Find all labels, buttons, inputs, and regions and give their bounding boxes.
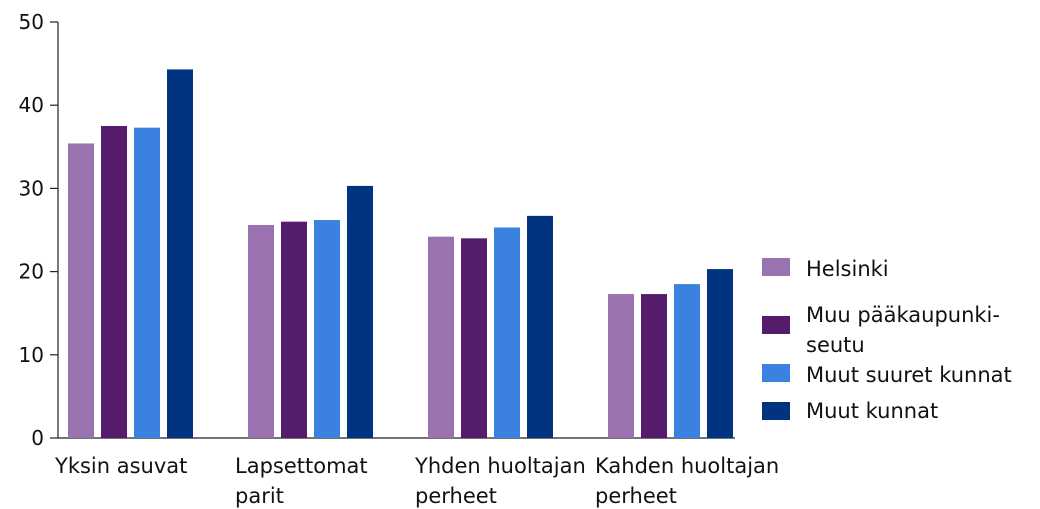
- bar: [428, 236, 454, 438]
- bar: [281, 221, 307, 438]
- bar: [134, 127, 160, 438]
- bar: [347, 185, 373, 438]
- y-tick-label: 10: [19, 343, 44, 367]
- category-label: Yksin asuvat: [54, 454, 187, 478]
- legend-label: Helsinki: [806, 257, 889, 281]
- category-label: Kahden huoltajan perheet: [595, 454, 779, 508]
- bar: [101, 126, 127, 438]
- y-tick-label: 30: [19, 176, 44, 200]
- bar: [248, 225, 274, 438]
- y-tick-label: 20: [19, 260, 44, 284]
- legend-swatch: [762, 316, 790, 334]
- bar: [641, 294, 667, 438]
- legend-swatch: [762, 364, 790, 382]
- legend-label: Muut kunnat: [806, 399, 938, 423]
- y-tick-label: 40: [19, 93, 44, 117]
- bar: [527, 215, 553, 438]
- legend-swatch: [762, 258, 790, 276]
- category-label: Yhden huoltajan perheet: [414, 454, 586, 508]
- bar: [68, 143, 94, 439]
- y-tick-label: 50: [19, 10, 44, 34]
- bar: [674, 284, 700, 438]
- legend-label: Muut suuret kunnat: [806, 363, 1012, 387]
- bar: [461, 238, 487, 438]
- legend-label: Muu pääkaupunki-seutu: [806, 303, 1000, 357]
- category-label: Lapsettomat parit: [235, 454, 368, 508]
- bar: [494, 227, 520, 438]
- bar: [314, 220, 340, 438]
- bar: [608, 294, 634, 438]
- bar: [707, 269, 733, 438]
- bar: [167, 69, 193, 438]
- y-tick-label: 0: [31, 426, 44, 450]
- legend-swatch: [762, 402, 790, 420]
